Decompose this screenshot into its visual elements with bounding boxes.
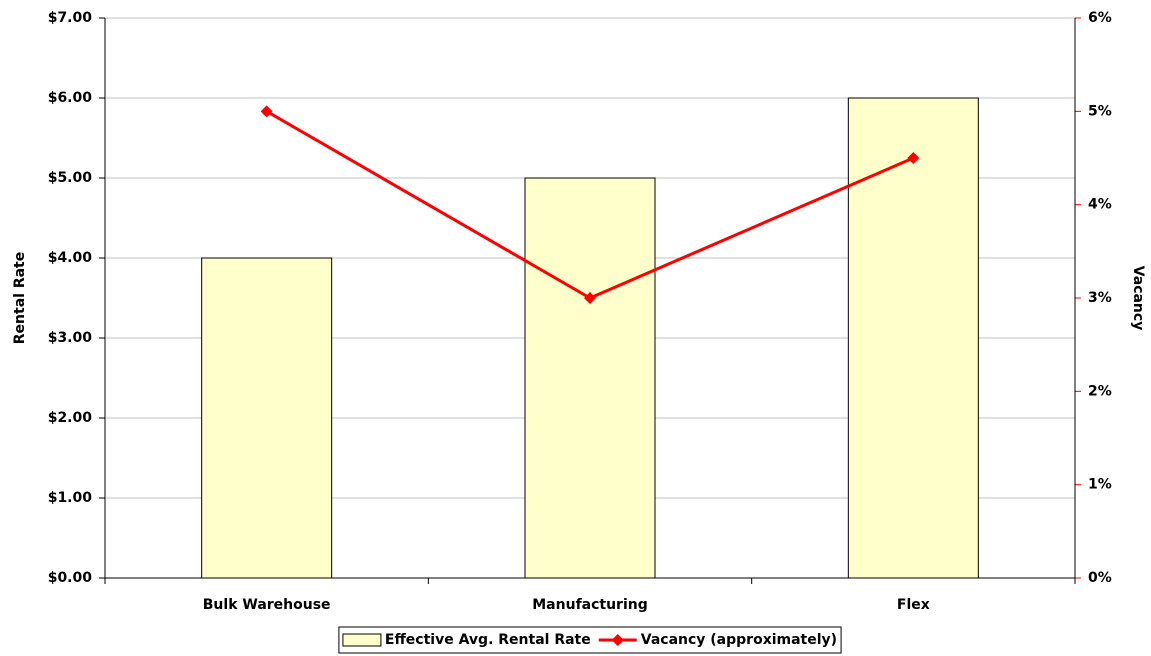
y-tick-label: $5.00	[48, 170, 93, 186]
y2-tick-label: 5%	[1088, 103, 1112, 119]
y-axis-label: Rental Rate	[12, 252, 28, 344]
legend-label: Vacancy (approximately)	[641, 632, 837, 648]
legend-label: Effective Avg. Rental Rate	[385, 632, 591, 648]
y2-tick-label: 0%	[1088, 570, 1112, 586]
y-tick-label: $7.00	[48, 10, 93, 26]
y-tick-label: $3.00	[48, 330, 93, 346]
y-tick-label: $1.00	[48, 490, 93, 506]
legend-marker	[611, 634, 624, 646]
y2-tick-label: 2%	[1088, 383, 1112, 399]
y2-tick-label: 3%	[1088, 290, 1112, 306]
y-tick-label: $4.00	[48, 250, 93, 266]
bar	[524, 177, 656, 579]
marker	[584, 292, 596, 304]
x-tick-label: Bulk Warehouse	[203, 597, 331, 613]
bar	[847, 97, 979, 579]
y-tick-label: $6.00	[48, 90, 93, 106]
y2-tick-label: 6%	[1088, 10, 1112, 26]
y2-tick-label: 1%	[1088, 477, 1112, 493]
y-tick-label: $2.00	[48, 410, 93, 426]
bar	[201, 257, 333, 579]
x-tick-label: Flex	[897, 597, 930, 613]
y-tick-label: $0.00	[48, 570, 93, 586]
legend-swatch	[342, 633, 382, 647]
marker	[907, 152, 920, 164]
x-tick-label: Manufacturing	[532, 597, 648, 613]
y2-axis-label: Vacancy	[1130, 266, 1146, 331]
y2-tick-label: 4%	[1088, 197, 1112, 213]
marker	[260, 105, 273, 118]
legend	[338, 626, 842, 654]
